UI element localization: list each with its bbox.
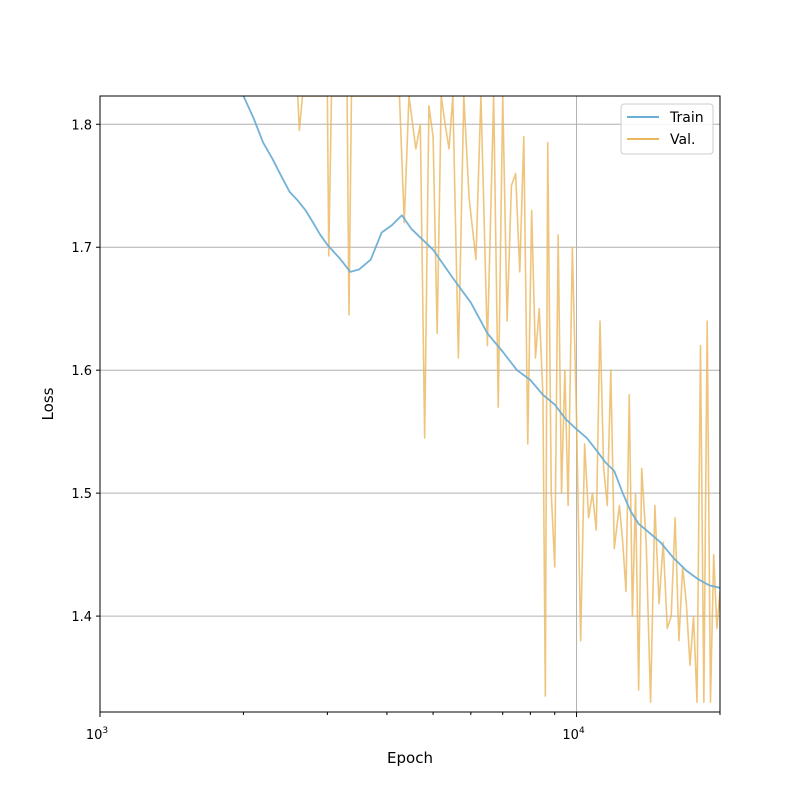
y-tick-label: 1.8 [71,118,92,133]
y-axis-label: Loss [39,387,57,420]
legend-train-label: Train [669,110,704,126]
y-tick-label: 1.7 [71,241,92,256]
series-layer [242,96,720,703]
plot-frame [99,95,721,713]
y-tick-label: 1.4 [71,610,92,625]
legend-val-label: Val. [670,132,695,148]
x-axis-label: Epoch [387,749,433,767]
y-tick-label: 1.6 [71,364,92,379]
y-tick-label: 1.5 [71,487,92,502]
train-series-line [242,96,720,589]
legend: Train Val. [620,103,714,155]
val-series-line [296,96,720,703]
